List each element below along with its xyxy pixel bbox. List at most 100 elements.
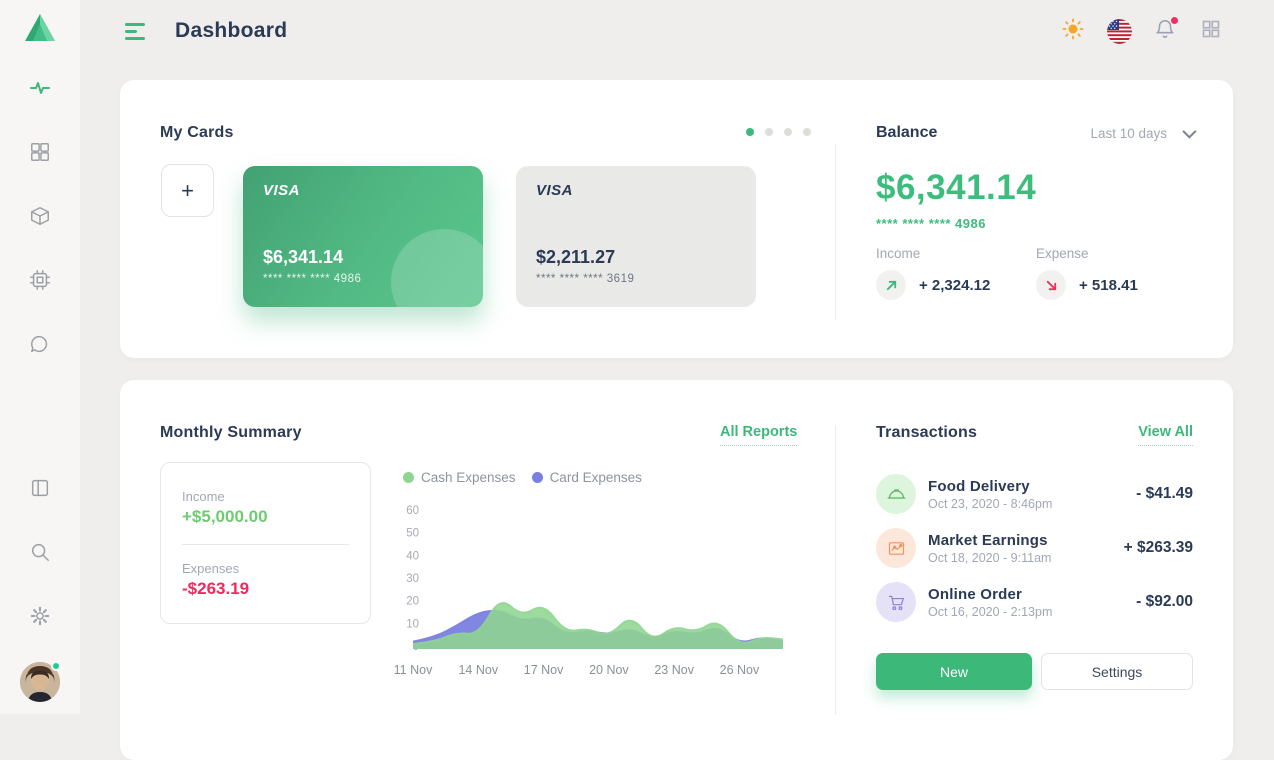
cpu-icon bbox=[29, 269, 51, 296]
card-number: **** **** **** 3619 bbox=[536, 273, 635, 285]
svg-text:10: 10 bbox=[406, 618, 419, 630]
language-button[interactable] bbox=[1106, 18, 1132, 44]
transaction-date: Oct 18, 2020 - 9:11am bbox=[928, 550, 1052, 565]
sidebar-item-products[interactable] bbox=[0, 198, 80, 238]
credit-card-secondary[interactable]: VISA $2,211.27 **** **** **** 3619 bbox=[516, 166, 756, 307]
transaction-date: Oct 16, 2020 - 2:13pm bbox=[928, 604, 1053, 619]
arrow-up-right-icon bbox=[876, 270, 906, 300]
balance-card-number: **** **** **** 4986 bbox=[876, 216, 986, 231]
sun-icon bbox=[1061, 17, 1085, 46]
vertical-divider bbox=[835, 425, 836, 715]
cards-carousel-dots bbox=[746, 128, 811, 136]
layout-icon bbox=[29, 477, 51, 504]
transaction-row[interactable]: Online Order Oct 16, 2020 - 2:13pm - $92… bbox=[876, 582, 1193, 622]
card-balance: $6,341.14 bbox=[263, 247, 344, 267]
chevron-down-icon bbox=[1182, 124, 1197, 139]
visa-logo: VISA bbox=[536, 182, 574, 199]
summary-expenses-label: Expenses bbox=[182, 561, 240, 576]
package-icon bbox=[29, 205, 51, 232]
svg-text:20: 20 bbox=[406, 596, 419, 608]
gear-icon bbox=[29, 605, 51, 632]
theme-toggle-button[interactable] bbox=[1060, 18, 1086, 44]
balance-title: Balance bbox=[876, 124, 938, 141]
transaction-amount: - $92.00 bbox=[1136, 593, 1193, 610]
svg-text:17 Nov: 17 Nov bbox=[524, 663, 564, 677]
summary-income-label: Income bbox=[182, 489, 225, 504]
sidebar-item-activity[interactable] bbox=[0, 70, 80, 110]
sidebar-item-system[interactable] bbox=[0, 262, 80, 302]
cash-legend-dot bbox=[403, 472, 414, 483]
notifications-button[interactable] bbox=[1152, 17, 1178, 44]
sidebar-item-settings[interactable] bbox=[0, 598, 80, 638]
new-button[interactable]: New bbox=[876, 653, 1032, 690]
card-number: **** **** **** 4986 bbox=[263, 273, 362, 285]
summary-box: Income +$5,000.00 Expenses -$263.19 bbox=[160, 462, 371, 624]
cart-icon bbox=[876, 582, 916, 622]
balance-section: Balance Last 10 days $6,341.14 **** ****… bbox=[876, 80, 1197, 358]
settings-button[interactable]: Settings bbox=[1041, 653, 1193, 690]
card-balance: $2,211.27 bbox=[536, 247, 616, 267]
expense-row: + 518.41 bbox=[1036, 270, 1138, 300]
page-title: Dashboard bbox=[175, 19, 288, 42]
svg-text:11 Nov: 11 Nov bbox=[394, 663, 433, 677]
visa-logo: VISA bbox=[263, 182, 301, 199]
balance-amount: $6,341.14 bbox=[876, 168, 1037, 207]
income-label: Income bbox=[876, 246, 921, 261]
add-card-button[interactable]: + bbox=[161, 164, 214, 217]
view-all-link[interactable]: View All bbox=[1138, 424, 1193, 446]
sidebar-item-search[interactable] bbox=[0, 534, 80, 574]
svg-text:50: 50 bbox=[406, 528, 419, 540]
expense-value: + 518.41 bbox=[1079, 276, 1138, 294]
monthly-summary-title: Monthly Summary bbox=[160, 424, 302, 441]
svg-text:30: 30 bbox=[406, 573, 419, 585]
carousel-dot[interactable] bbox=[784, 128, 792, 136]
chart-icon bbox=[876, 528, 916, 568]
carousel-dot[interactable] bbox=[746, 128, 754, 136]
app-logo-icon[interactable] bbox=[20, 8, 60, 48]
transaction-row[interactable]: Food Delivery Oct 23, 2020 - 8:46pm - $4… bbox=[876, 474, 1193, 514]
summary-transactions-panel: Monthly Summary All Reports Income +$5,0… bbox=[120, 380, 1233, 760]
transactions-title: Transactions bbox=[876, 424, 978, 441]
expense-label: Expense bbox=[1036, 246, 1089, 261]
svg-text:40: 40 bbox=[406, 550, 419, 562]
summary-expenses-value: -$263.19 bbox=[182, 579, 250, 598]
sidebar-item-dashboard[interactable] bbox=[0, 134, 80, 174]
svg-text:26 Nov: 26 Nov bbox=[720, 663, 760, 677]
arrow-down-right-icon bbox=[1036, 270, 1066, 300]
sidebar-item-messages[interactable] bbox=[0, 326, 80, 366]
cards-balance-panel: My Cards + VISA $6,341.14 **** **** ****… bbox=[120, 80, 1233, 358]
all-reports-link[interactable]: All Reports bbox=[720, 424, 798, 446]
divider bbox=[182, 544, 349, 545]
transaction-name: Online Order bbox=[928, 585, 1023, 603]
sidebar bbox=[0, 0, 80, 714]
legend-cash-expenses: Cash Expenses bbox=[403, 470, 516, 485]
period-dropdown[interactable]: Last 10 days bbox=[1090, 124, 1197, 141]
apps-button[interactable] bbox=[1198, 18, 1224, 44]
carousel-dot[interactable] bbox=[803, 128, 811, 136]
sidebar-item-layout[interactable] bbox=[0, 470, 80, 510]
credit-card-primary[interactable]: VISA $6,341.14 **** **** **** 4986 bbox=[243, 166, 483, 307]
transaction-name: Food Delivery bbox=[928, 477, 1030, 495]
svg-text:23 Nov: 23 Nov bbox=[654, 663, 694, 677]
income-row: + 2,324.12 bbox=[876, 270, 990, 300]
period-value: Last 10 days bbox=[1090, 125, 1167, 141]
vertical-divider bbox=[835, 144, 836, 320]
summary-income-value: +$5,000.00 bbox=[182, 507, 268, 526]
avatar-image bbox=[20, 662, 60, 702]
menu-icon[interactable] bbox=[125, 22, 147, 40]
transaction-row[interactable]: Market Earnings Oct 18, 2020 - 9:11am + … bbox=[876, 528, 1193, 568]
search-icon bbox=[29, 541, 51, 568]
activity-icon bbox=[28, 76, 52, 105]
transaction-amount: - $41.49 bbox=[1136, 485, 1193, 502]
notification-dot bbox=[1171, 17, 1178, 24]
top-header: Dashboard bbox=[80, 0, 1274, 62]
svg-text:14 Nov: 14 Nov bbox=[458, 663, 498, 677]
carousel-dot[interactable] bbox=[765, 128, 773, 136]
card-legend-dot bbox=[531, 472, 543, 483]
chart-legend: Cash Expenses Card Expenses bbox=[403, 470, 642, 485]
user-avatar[interactable] bbox=[20, 661, 61, 702]
transaction-actions: New Settings bbox=[876, 653, 1193, 690]
cloche-icon bbox=[876, 474, 916, 514]
transaction-amount: + $263.39 bbox=[1123, 539, 1193, 556]
